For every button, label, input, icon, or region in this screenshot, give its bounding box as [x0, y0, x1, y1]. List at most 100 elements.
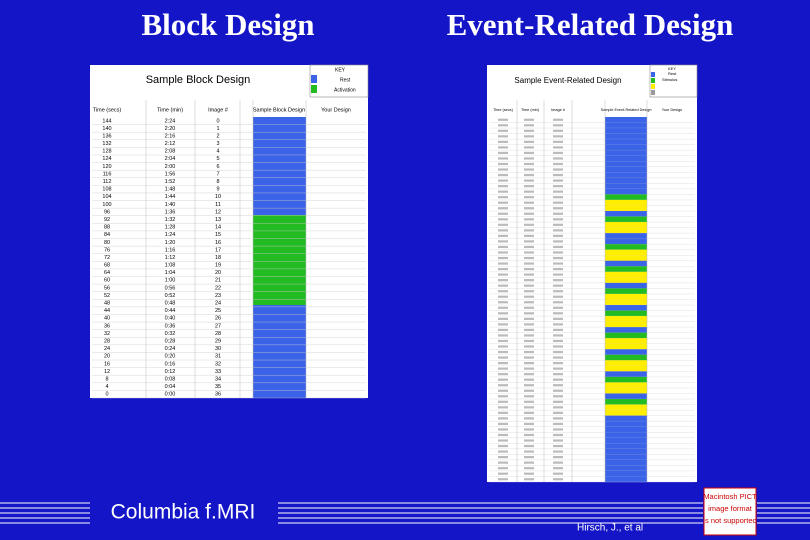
cell: 2:00 — [165, 164, 176, 170]
cell-glyph — [553, 312, 563, 315]
cell-glyph — [553, 129, 563, 132]
cell-glyph — [553, 406, 563, 409]
stripe — [605, 166, 647, 173]
stripe — [605, 299, 647, 306]
cell-glyph — [524, 284, 534, 287]
cell-glyph — [524, 312, 534, 315]
column-header: Sample Event-Related Design — [601, 108, 652, 112]
cell-glyph — [524, 367, 534, 370]
cell-glyph — [553, 124, 563, 127]
column-header: Your Design — [662, 108, 683, 112]
cell-glyph — [498, 373, 508, 376]
cell-glyph — [524, 456, 534, 459]
cell-glyph — [553, 450, 563, 453]
cell: 100 — [102, 202, 111, 208]
cell: 36 — [215, 392, 221, 398]
stripe — [605, 332, 647, 339]
cell-glyph — [553, 334, 563, 337]
stripe — [605, 393, 647, 400]
cell: 2:04 — [165, 156, 176, 162]
key-item: Rest — [668, 71, 677, 76]
cell: 32 — [104, 331, 110, 337]
cell: 31 — [215, 354, 221, 360]
cell-glyph — [498, 185, 508, 188]
cell-glyph — [553, 384, 563, 387]
cell-glyph — [553, 323, 563, 326]
stripe — [605, 349, 647, 356]
cell: 1:00 — [165, 278, 176, 284]
cell: 16 — [104, 361, 110, 367]
cell: 8 — [105, 376, 108, 382]
cell: 9 — [216, 187, 219, 193]
cell-glyph — [524, 301, 534, 304]
column-header: Image # — [208, 107, 229, 113]
stripe — [605, 117, 647, 123]
cell: 1:40 — [165, 202, 176, 208]
cell-glyph — [524, 140, 534, 143]
cell-glyph — [553, 229, 563, 232]
cell-glyph — [498, 417, 508, 420]
stripe — [605, 133, 647, 140]
cell-glyph — [524, 190, 534, 193]
cell-glyph — [524, 328, 534, 332]
cell: 3 — [216, 141, 219, 147]
stripe — [605, 305, 647, 311]
cell-glyph — [498, 378, 508, 381]
key-item: Stimulus — [662, 77, 677, 82]
stripe — [605, 470, 647, 477]
cell-glyph — [524, 400, 534, 403]
cell: 8 — [216, 179, 219, 185]
cell-glyph — [498, 339, 508, 343]
cell-glyph — [524, 411, 534, 414]
cell-glyph — [524, 124, 534, 127]
cell-glyph — [524, 251, 534, 254]
cell-glyph — [553, 317, 563, 320]
cell-glyph — [553, 461, 563, 464]
cell-glyph — [524, 334, 534, 337]
key-title: KEY — [668, 66, 676, 71]
cell: 24 — [215, 301, 221, 307]
cell-glyph — [524, 461, 534, 464]
cell: 1:56 — [165, 171, 176, 177]
cell-glyph — [498, 173, 508, 177]
cell-glyph — [524, 339, 534, 343]
cell-glyph — [524, 350, 534, 354]
cell-glyph — [524, 218, 534, 221]
cell-glyph — [524, 201, 534, 204]
cell-glyph — [524, 245, 534, 249]
cell: 2 — [216, 133, 219, 139]
stripe — [605, 144, 647, 151]
cell: 1:04 — [165, 270, 176, 276]
stripe — [605, 249, 647, 256]
cell-glyph — [553, 267, 563, 271]
cell-glyph — [553, 118, 563, 121]
cell: 1:20 — [165, 240, 176, 246]
stripe — [605, 172, 647, 179]
stripe — [605, 476, 647, 483]
stripe — [605, 426, 647, 433]
stripe — [605, 327, 647, 333]
cell-glyph — [524, 373, 534, 376]
stripe — [605, 288, 647, 295]
stripe — [605, 177, 647, 184]
rest-block — [253, 117, 306, 215]
stripe — [605, 139, 647, 145]
cell-glyph — [498, 140, 508, 143]
cell-glyph — [498, 395, 508, 398]
cell-glyph — [524, 135, 534, 138]
key-swatch — [311, 75, 317, 83]
cell-glyph — [498, 384, 508, 387]
cell-glyph — [498, 323, 508, 326]
cell-glyph — [498, 162, 508, 166]
column-header: Time (secs) — [93, 107, 122, 113]
cell-glyph — [524, 234, 534, 238]
cell-glyph — [553, 428, 563, 431]
cell-glyph — [498, 218, 508, 221]
cell-glyph — [498, 433, 508, 437]
cell: 40 — [104, 316, 110, 322]
cell-glyph — [524, 185, 534, 188]
cell: 52 — [104, 293, 110, 299]
stripe — [605, 238, 647, 245]
cell-glyph — [498, 345, 508, 348]
stripe — [605, 376, 647, 383]
